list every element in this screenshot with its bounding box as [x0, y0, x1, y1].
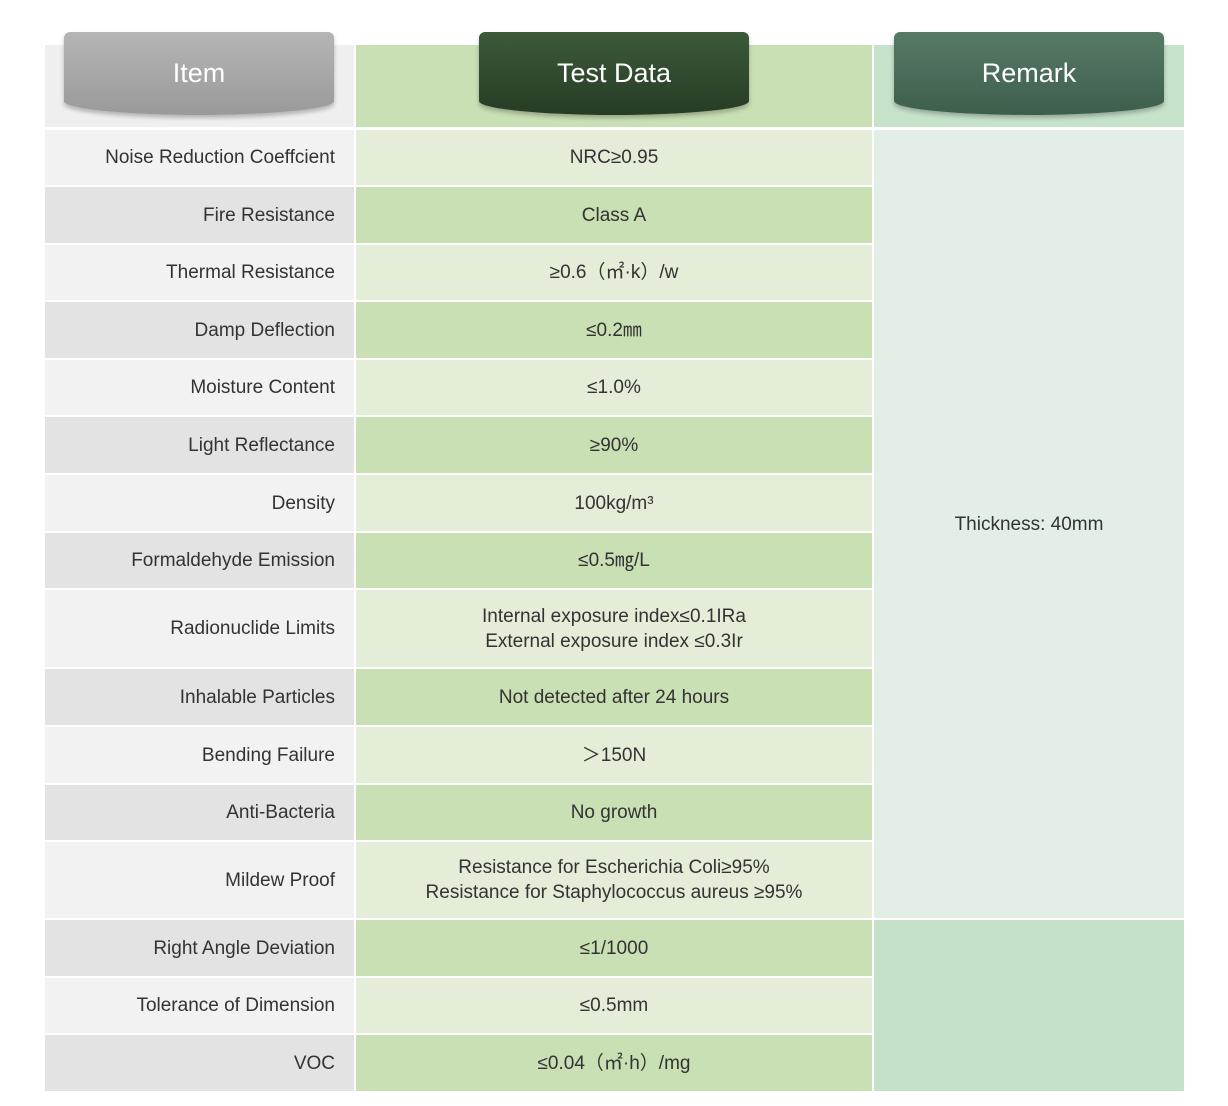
- item-cell: Thermal Resistance: [45, 245, 354, 300]
- test-text: ≥0.6（㎡·k）/w: [549, 262, 679, 283]
- test-cell: Resistance for Escherichia Coli≥95% Resis…: [356, 842, 872, 918]
- test-text: 100kg/m³: [574, 492, 654, 514]
- item-cell: Density: [45, 475, 354, 531]
- item-cell: Fire Resistance: [45, 187, 354, 243]
- item-text: Moisture Content: [190, 377, 335, 398]
- item-text: Light Reflectance: [188, 434, 335, 456]
- item-text: Fire Resistance: [203, 204, 335, 226]
- item-cell: Damp Deflection: [45, 302, 354, 358]
- header-tab: Remark: [894, 32, 1164, 115]
- item-text: Density: [271, 492, 335, 514]
- item-text: Noise Reduction Coeffcient: [105, 147, 335, 168]
- item-cell: Radionuclide Limits: [45, 590, 354, 667]
- item-text: Thermal Resistance: [166, 262, 335, 283]
- item-cell: Bending Failure: [45, 727, 354, 783]
- test-text: Class A: [581, 204, 647, 226]
- item-text: Mildew Proof: [225, 869, 335, 891]
- header-tab: Test Data: [479, 32, 749, 115]
- item-cell: Mildew Proof: [45, 842, 354, 918]
- test-text: ≤0.04（㎡·h）/mg: [537, 1052, 691, 1074]
- test-cell: 100kg/m³: [356, 475, 872, 531]
- item-cell: Light Reflectance: [45, 417, 354, 473]
- item-text: Anti-Bacteria: [226, 802, 335, 823]
- remark-text: Thickness: 40mm: [954, 513, 1104, 535]
- test-text: ＞150N: [581, 744, 647, 766]
- item-cell: Anti-Bacteria: [45, 785, 354, 840]
- test-text: ≤1.0%: [587, 377, 641, 398]
- item-cell: Moisture Content: [45, 360, 354, 415]
- test-cell: ≤0.5㎎/L: [356, 533, 872, 588]
- test-text: Not detected after 24 hours: [498, 686, 730, 708]
- test-cell: No growth: [356, 785, 872, 840]
- item-text: Inhalable Particles: [179, 686, 335, 708]
- test-cell: ≤0.2㎜: [356, 302, 872, 358]
- test-text: ≤0.5mm: [579, 995, 649, 1016]
- item-text: Radionuclide Limits: [170, 618, 335, 639]
- test-cell: Not detected after 24 hours: [356, 669, 872, 725]
- test-text: ≤1/1000: [579, 937, 649, 959]
- item-text: Bending Failure: [201, 744, 335, 766]
- test-cell: ≤0.5mm: [356, 978, 872, 1033]
- item-text: Right Angle Deviation: [153, 937, 335, 959]
- item-cell: Formaldehyde Emission: [45, 533, 354, 588]
- test-cell: Class A: [356, 187, 872, 243]
- test-text: Resistance for Escherichia Coli≥95%: [458, 857, 770, 878]
- test-text: ≤0.5㎎/L: [578, 550, 650, 571]
- item-text: Damp Deflection: [194, 319, 335, 341]
- test-text: No growth: [570, 802, 658, 823]
- test-cell: NRC≥0.95: [356, 130, 872, 185]
- item-cell: VOC: [45, 1035, 354, 1091]
- test-cell: ≤1/1000: [356, 920, 872, 976]
- test-cell: ≤1.0%: [356, 360, 872, 415]
- test-text: Internal exposure index≤0.1IRa: [482, 605, 746, 627]
- test-cell: ＞150N: [356, 727, 872, 783]
- test-text: ≤0.2㎜: [586, 319, 642, 341]
- header-tab: Item: [64, 32, 334, 115]
- item-text: VOC: [293, 1052, 335, 1074]
- test-cell: Internal exposure index≤0.1IRa External e…: [356, 590, 872, 667]
- item-cell: Tolerance of Dimension: [45, 978, 354, 1033]
- test-text: Resistance for Staphylococcus aureus ≥95…: [425, 882, 803, 903]
- test-text: External exposure index ≤0.3Ir: [485, 630, 743, 652]
- test-cell: ≥0.6（㎡·k）/w: [356, 245, 872, 300]
- test-cell: ≤0.04（㎡·h）/mg: [356, 1035, 872, 1091]
- item-cell: Right Angle Deviation: [45, 920, 354, 976]
- remark-cell: [874, 920, 1184, 1091]
- test-text: NRC≥0.95: [569, 147, 659, 168]
- item-cell: Inhalable Particles: [45, 669, 354, 725]
- item-cell: Noise Reduction Coeffcient: [45, 130, 354, 185]
- test-text: ≥90%: [589, 434, 639, 456]
- item-text: Tolerance of Dimension: [136, 995, 335, 1016]
- remark-cell: Thickness: 40mm: [874, 130, 1184, 918]
- item-text: Formaldehyde Emission: [131, 550, 335, 571]
- test-cell: ≥90%: [356, 417, 872, 473]
